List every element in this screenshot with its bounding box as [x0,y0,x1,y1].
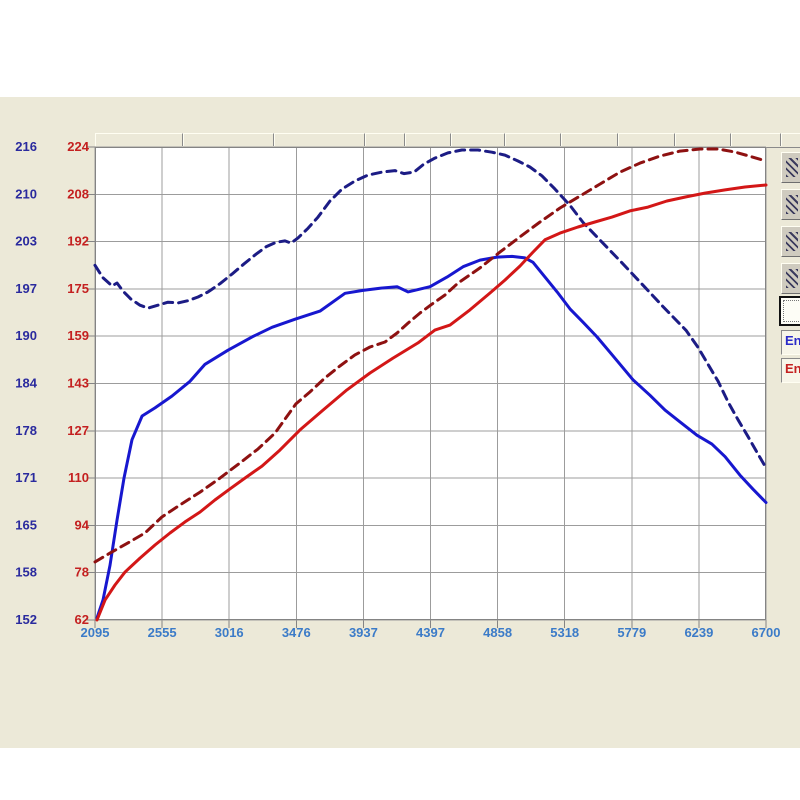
y-axis-label-inner: 208 [67,186,89,201]
y-axis-label-inner: 94 [75,517,90,532]
x-axis-label: 3016 [215,625,244,640]
header-segment [274,133,365,146]
y-axis-label-outer: 158 [15,565,37,580]
series-navy-dashed [93,148,768,470]
line-style-button-4[interactable] [781,263,800,294]
focused-button[interactable] [779,296,800,326]
plot-border [95,147,766,620]
y-axis-label-outer: 210 [15,186,37,201]
x-axis-label: 2095 [81,625,110,640]
x-axis-label: 3937 [349,625,378,640]
y-axis-label-outer: 171 [15,470,37,485]
y-axis-label-inner: 224 [67,139,89,154]
y-axis-label-outer: 216 [15,139,37,154]
header-segment [405,133,451,146]
header-segment [675,133,731,146]
legend-channel-blue[interactable]: En [781,330,800,355]
y-axis-label-inner: 62 [75,612,89,627]
y-axis-label-inner: 143 [67,376,89,391]
y-axis-label-outer: 178 [15,423,37,438]
header-segment [365,133,405,146]
line-style-button-2[interactable] [781,189,800,220]
y-axis-label-inner: 192 [67,234,89,249]
y-axis-label-outer: 203 [15,234,37,249]
line-style-button-1[interactable] [781,152,800,183]
line-style-button-3[interactable] [781,226,800,257]
y-axis-label-outer: 165 [15,517,37,532]
header-segment [561,133,618,146]
y-axis-label-outer: 184 [15,376,37,391]
x-axis-label: 6239 [684,625,713,640]
focus-rectangle [783,300,800,322]
header-segment [451,133,505,146]
header-segment [731,133,781,146]
dash-pattern-icon [786,158,798,177]
series-red-dashed [93,147,768,564]
dash-pattern-icon [786,232,798,251]
legend-channel-red[interactable]: En [781,358,800,383]
x-axis-label: 4397 [416,625,445,640]
dash-pattern-icon [786,195,798,214]
header-segment [505,133,561,146]
header-segment [183,133,274,146]
y-axis-label-inner: 175 [67,281,89,296]
dash-pattern-icon [786,269,798,288]
y-axis-label-outer: 197 [15,281,37,296]
x-axis-label: 2555 [148,625,177,640]
x-axis-label: 5318 [550,625,579,640]
x-axis-label: 3476 [282,625,311,640]
header-segment [95,133,183,146]
header-segment [781,133,800,146]
y-axis-label-inner: 78 [75,565,89,580]
y-axis-label-inner: 159 [67,328,89,343]
series-red-solid [95,183,768,622]
y-axis-label-inner: 110 [68,470,89,485]
x-axis-label: 4858 [483,625,512,640]
y-axis-label-outer: 190 [15,328,37,343]
header-segment [618,133,675,146]
y-axis-label-outer: 152 [15,612,37,627]
x-axis-label: 6700 [752,625,781,640]
series-blue-solid [95,254,768,620]
y-axis-label-inner: 127 [67,423,89,438]
x-axis-label: 5779 [617,625,646,640]
